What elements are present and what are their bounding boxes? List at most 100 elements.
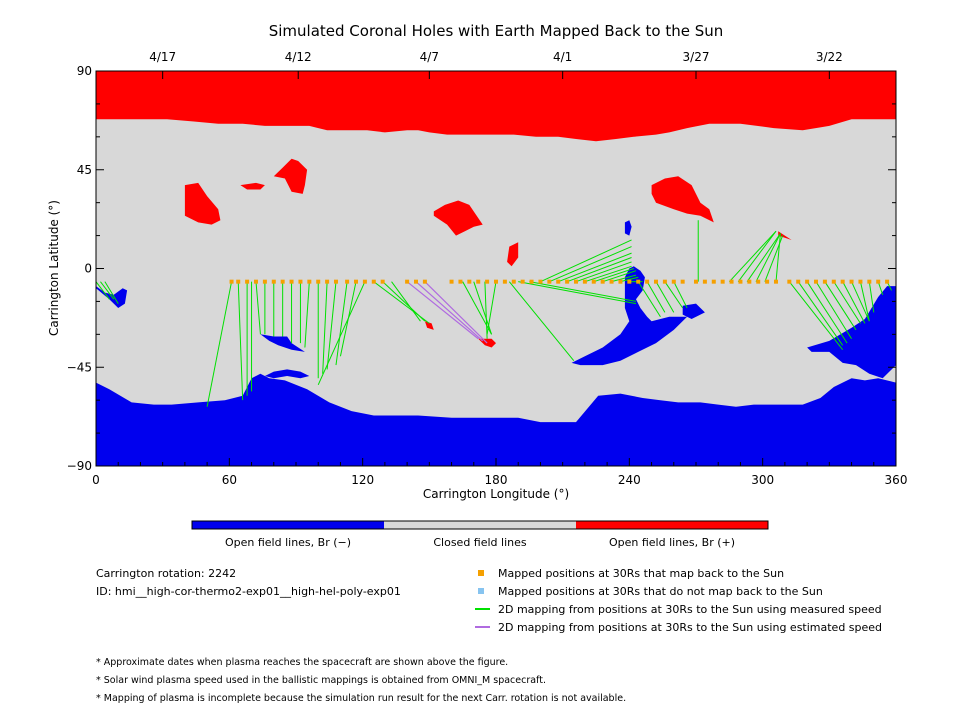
date-label: 4/17 [149,50,176,64]
measured-speed-mapping-line [593,268,634,283]
positive-coronal-hole [273,158,308,194]
mapped-position-marker [662,279,667,284]
mapped-position-marker [529,279,534,284]
y-tick-label: 90 [77,64,92,78]
measured-speed-mapping-line [549,246,632,283]
mapped-position-marker [876,279,881,284]
positive-coronal-hole [778,231,792,240]
mapped-position-marker [765,279,770,284]
measured-speed-mapping-line [484,281,488,339]
x-axis-label: Carrington Longitude (°) [423,487,569,501]
positive-coronal-hole [240,182,265,190]
measured-speed-mapping-line [322,281,328,374]
mapped-position-marker [476,279,481,284]
measured-speed-mapping-line [868,281,875,313]
mapped-position-marker [502,279,507,284]
date-label: 4/7 [420,50,439,64]
y-tick-label: 45 [77,163,92,177]
colorbar-label: Open field lines, Br (−) [225,536,351,549]
mapped-position-marker [334,279,338,284]
positive-coronal-hole [507,242,519,267]
mapped-position-marker [565,279,570,284]
measured-speed-mapping-line [95,281,110,300]
mapped-position-marker [538,279,543,284]
measured-speed-mapping-line [602,270,637,283]
measured-speed-mapping-line [728,230,777,283]
colorbar: Open field lines, Br (−) Closed field lin… [191,520,769,549]
mapped-position-marker [449,279,454,284]
measured-speed-mapping-line [655,281,675,313]
x-tick-label: 240 [618,473,641,487]
measured-speed-mapping-line [104,281,119,304]
mapped-position-marker [600,279,605,284]
x-tick-label: 60 [222,473,237,487]
estimated-speed-mapping-line [406,281,479,340]
footnotes: * Approximate dates when plasma reaches … [96,657,626,704]
measured-speed-mapping-line [486,281,497,335]
mapped-position-marker [858,279,863,284]
x-tick-label: 0 [92,473,100,487]
measured-speed-mapping-line [255,281,261,335]
colorbar-label: Open field lines, Br (+) [609,536,735,549]
colorbar-border [191,520,769,530]
x-tick-label: 120 [351,473,374,487]
measured-speed-mapping-line [304,281,310,348]
legend-label: Mapped positions at 30Rs that map back t… [498,567,784,580]
measured-speed-mapping-line [833,281,861,324]
y-tick-label: −90 [67,459,92,473]
mapped-position-marker [885,279,890,284]
y-tick-label: 0 [84,262,92,276]
mapped-position-marker [814,279,818,284]
mapped-position-marker [485,279,490,284]
measured-speed-mapping-line [797,281,844,346]
mapped-position-marker [362,279,367,284]
mapped-position-marker [609,279,614,284]
mapped-position-marker [458,279,463,284]
mapped-position-marker [254,279,258,284]
measured-speed-mapping-line [584,265,632,283]
chart-title: Simulated Coronal Holes with Earth Mappe… [269,22,724,40]
mapped-position-marker [671,279,676,284]
measured-speed-mapping-line [851,281,870,322]
mapped-position-marker [354,279,358,284]
mapped-position-marker [345,279,350,284]
mapped-position-marker [729,279,734,284]
mapped-position-marker [262,279,267,284]
date-label: 4/12 [285,50,312,64]
mapped-position-marker [822,279,827,284]
negative-coronal-hole [571,266,688,366]
date-label: 4/1 [553,50,572,64]
mapped-position-marker [494,279,498,284]
colorbar-segment [192,521,384,529]
negative-coronal-hole [264,369,310,379]
measured-speed-mapping-line [508,281,575,361]
y-tick-label: −45 [67,360,92,374]
measured-speed-mapping-line [664,281,684,309]
y-axis-label: Carrington Latitude (°) [47,200,61,336]
mapped-position-marker [229,279,234,284]
measured-speed-mapping-line [558,252,632,283]
positive-coronal-hole [184,182,221,225]
footnote: * Approximate dates when plasma reaches … [96,657,508,668]
mapped-position-marker [702,279,707,284]
mapped-position-marker [849,279,854,284]
x-tick-label: 180 [485,473,508,487]
footnote: * Solar wind plasma speed used in the ba… [96,675,546,686]
mapped-position-marker [245,279,250,284]
colorbar-segment [384,521,576,529]
measured-speed-mapping-line [746,233,781,282]
measured-speed-mapping-line [611,274,637,283]
mapped-position-marker [711,279,716,284]
measured-speed-mapping-line [206,281,233,407]
measured-speed-mapping-line [806,281,848,344]
measured-speed-mapping-line [788,281,844,351]
legend: Mapped positions at 30Rs that map back t… [475,567,882,634]
legend-label: 2D mapping from positions at 30Rs to the… [498,621,882,634]
measured-speed-mapping-line [775,233,781,282]
mapped-position-marker [325,279,330,284]
mapped-position-marker [574,279,578,284]
mapped-position-marker [654,279,658,284]
legend-label: Mapped positions at 30Rs that do not map… [498,585,823,598]
mapped-position-marker [307,279,312,284]
